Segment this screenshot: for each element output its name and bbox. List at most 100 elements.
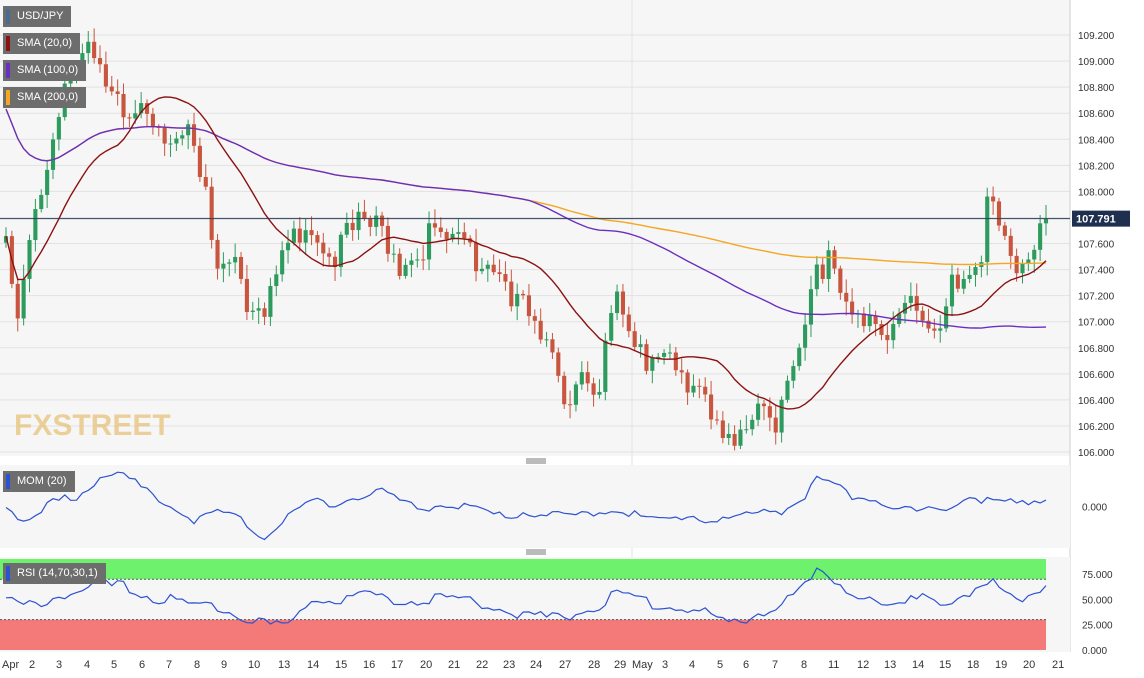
time-tick-label: 22 <box>476 659 488 671</box>
candle-body <box>820 264 825 280</box>
candle-body <box>803 324 808 348</box>
candle-body <box>509 281 514 307</box>
time-tick-label: 10 <box>248 659 260 671</box>
candle-body <box>644 344 649 371</box>
price-tick-label: 108.400 <box>1078 135 1115 146</box>
candle-body <box>767 406 772 418</box>
candle-body <box>738 429 743 446</box>
candle-body <box>697 385 702 387</box>
time-tick-label: 21 <box>1052 659 1064 671</box>
legend-sma200[interactable]: SMA (200,0) <box>3 87 87 108</box>
candle-body <box>908 296 913 303</box>
candle-body <box>338 234 343 268</box>
time-tick-label: 13 <box>278 659 290 671</box>
candle-body <box>756 403 761 420</box>
candle-body <box>403 264 408 276</box>
time-tick-label: 8 <box>801 659 807 671</box>
rsi-tick-label: 0.000 <box>1082 646 1107 657</box>
candle-body <box>503 274 508 282</box>
price-tick-label: 107.000 <box>1078 318 1115 329</box>
legend-mom[interactable]: MOM (20) <box>3 471 75 492</box>
time-tick-label: 20 <box>1023 659 1035 671</box>
candle-body <box>15 283 20 319</box>
price-tick-label: 107.400 <box>1078 266 1115 277</box>
candle-body <box>932 328 937 331</box>
candle-body <box>544 339 549 341</box>
candle-body <box>603 340 608 392</box>
time-tick-label: 14 <box>307 659 319 671</box>
mom-panel: 0.000 <box>0 465 1107 548</box>
time-tick-label: 6 <box>743 659 749 671</box>
candle-body <box>579 372 584 385</box>
legend-mom-label: MOM (20) <box>17 475 67 487</box>
candle-body <box>673 352 678 371</box>
legend-sma100[interactable]: SMA (100,0) <box>3 60 87 81</box>
sma20-line <box>5 96 1047 410</box>
candle-body <box>873 315 878 325</box>
candle-body <box>832 250 837 269</box>
legend-sma20-label: SMA (20,0) <box>17 37 73 49</box>
candle-body <box>327 253 332 257</box>
time-tick-label: 23 <box>503 659 515 671</box>
candle-body <box>773 417 778 433</box>
candle-body <box>127 117 132 119</box>
candle-body <box>362 211 367 219</box>
candle-body <box>356 211 361 231</box>
candle-body <box>691 385 696 393</box>
candle-body <box>368 218 373 227</box>
candle-body <box>56 117 61 140</box>
candle-body <box>238 256 244 279</box>
candle-body <box>861 313 866 327</box>
candle-body <box>632 331 637 347</box>
price-grid <box>0 0 1070 652</box>
candle-body <box>926 320 931 329</box>
candle-body <box>274 274 279 287</box>
time-tick-label: 29 <box>614 659 626 671</box>
candle-body <box>685 372 690 393</box>
candle-body <box>45 169 50 195</box>
last-price-label: 107.791 <box>1076 214 1116 226</box>
candle-body <box>650 357 655 371</box>
legend-sma20[interactable]: SMA (20,0) <box>3 33 81 54</box>
panel-resize-handle[interactable] <box>526 458 546 464</box>
price-tick-label: 107.600 <box>1078 240 1115 251</box>
candle-body <box>162 127 167 144</box>
candle-body <box>92 41 97 59</box>
price-tick-label: 107.200 <box>1078 292 1115 303</box>
candle-body <box>609 313 614 341</box>
rsi-oversold-zone <box>0 619 1046 650</box>
time-tick-label: 5 <box>111 659 117 671</box>
candle-body <box>714 419 720 421</box>
candle-body <box>814 264 819 290</box>
legend-rsi[interactable]: RSI (14,70,30,1) <box>3 563 106 584</box>
candle-body <box>438 227 443 232</box>
candle-body <box>949 274 955 307</box>
time-tick-label: 6 <box>139 659 145 671</box>
rsi-tick-label: 25.000 <box>1082 621 1113 632</box>
time-tick-label: 12 <box>857 659 869 671</box>
candle-body <box>27 240 32 279</box>
time-tick-label: 3 <box>662 659 668 671</box>
time-tick-label: 19 <box>995 659 1007 671</box>
candle-body <box>321 242 326 254</box>
candle-body <box>121 93 126 118</box>
candle-body <box>1038 223 1043 250</box>
price-tick-label: 106.400 <box>1078 396 1115 407</box>
candle-body <box>791 366 796 381</box>
candle-body <box>938 328 943 331</box>
candle-body <box>902 302 908 314</box>
time-tick-label: 7 <box>772 659 778 671</box>
candle-body <box>703 386 708 395</box>
candle-body <box>379 215 385 226</box>
price-tick-label: 108.800 <box>1078 83 1115 94</box>
time-tick-label: 11 <box>828 659 839 671</box>
candle-body <box>144 103 150 114</box>
candle-body <box>280 250 285 275</box>
time-axis: Apr 2 3 4 5 6 7 8 9 10 13 14 15 16 17 20 21 22 23 24 27 28 29 M… <box>2 659 1064 671</box>
candle-body <box>491 264 496 273</box>
candle-body <box>150 113 155 127</box>
legend-pair[interactable]: USD/JPY <box>3 6 72 27</box>
panel-resize-handle[interactable] <box>526 549 546 555</box>
time-tick-label: 4 <box>689 659 695 671</box>
candle-body <box>256 308 261 311</box>
